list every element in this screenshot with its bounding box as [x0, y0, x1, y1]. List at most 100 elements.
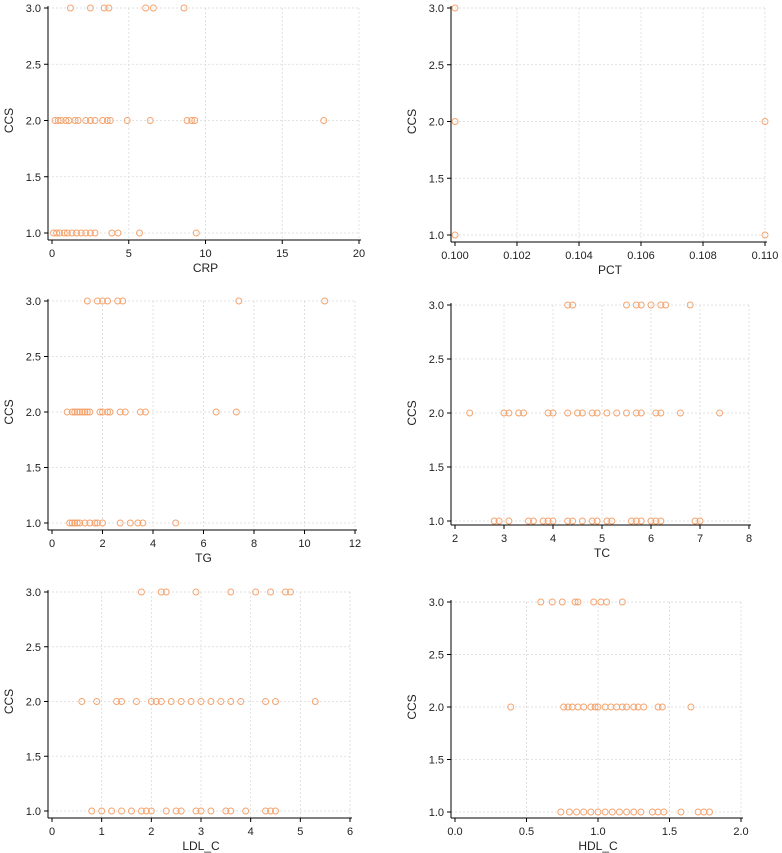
data-point [104, 297, 112, 305]
data-point [68, 519, 76, 527]
y-tick-label: 2.5 [429, 650, 444, 662]
data-point [99, 408, 106, 416]
data-point [86, 408, 94, 416]
data-point [691, 517, 699, 525]
data-point [86, 117, 94, 124]
data-point [56, 229, 64, 237]
data-point [637, 808, 645, 816]
x-tick-label: 5 [126, 248, 132, 260]
data-point [660, 808, 668, 816]
y-tick-label: 1.0 [26, 518, 41, 530]
data-point [618, 598, 626, 606]
x-tick-label: 0.100 [441, 250, 469, 262]
data-point [272, 807, 279, 815]
data-point [106, 408, 114, 416]
data-point [320, 117, 328, 124]
data-point [716, 409, 724, 417]
data-point [142, 4, 150, 12]
data-point [686, 301, 694, 309]
data-point [78, 698, 86, 705]
data-point [81, 519, 89, 527]
x-tick-label: 0.0 [447, 826, 462, 838]
data-point [588, 517, 596, 525]
data-point [630, 808, 638, 816]
y-tick-label: 1.0 [26, 806, 41, 818]
data-point [227, 588, 235, 596]
y-axis-title: CCS [2, 689, 16, 714]
data-point [242, 807, 250, 815]
x-tick-label: 4 [150, 538, 156, 550]
data-point [71, 408, 79, 416]
y-axis-title: CCS [405, 109, 419, 134]
data-point [537, 598, 545, 606]
x-tick-label: 10 [298, 538, 310, 550]
x-tick-label: 0.102 [503, 250, 531, 262]
x-tick-label: 2.0 [733, 826, 748, 838]
data-point [578, 409, 586, 417]
data-point [227, 807, 235, 815]
y-tick-label: 3.0 [429, 597, 444, 609]
data-point [82, 117, 90, 124]
data-point [177, 807, 185, 815]
data-point [761, 118, 769, 125]
data-point [548, 598, 556, 606]
data-point [632, 517, 640, 525]
y-tick-label: 2.0 [429, 117, 444, 129]
y-tick-label: 1.0 [429, 230, 444, 242]
x-tick-label: 0.104 [565, 250, 593, 262]
data-point [640, 703, 648, 711]
x-axis-title: PCT [598, 263, 623, 277]
data-point [630, 703, 638, 711]
data-point [113, 698, 121, 705]
data-point [152, 698, 160, 705]
data-point [83, 297, 91, 305]
y-tick-label: 2.5 [26, 59, 41, 71]
data-point [53, 229, 61, 237]
data-point [93, 698, 101, 705]
data-point [114, 229, 122, 237]
data-point [564, 703, 572, 711]
data-point [637, 517, 645, 525]
x-tick-label: 12 [349, 538, 361, 550]
data-point [286, 588, 294, 596]
data-point [613, 409, 621, 417]
y-tick-label: 2.5 [429, 60, 444, 72]
data-point [564, 409, 572, 417]
data-point [62, 117, 70, 124]
data-point [451, 118, 459, 125]
data-point [603, 409, 611, 417]
data-point [623, 703, 631, 711]
x-tick-label: 8 [746, 533, 752, 545]
data-point [132, 698, 140, 705]
data-point [63, 229, 71, 237]
data-point [594, 703, 602, 711]
data-point [623, 301, 630, 309]
data-point [149, 4, 157, 12]
data-point [71, 117, 79, 124]
x-tick-label: 10 [199, 248, 211, 260]
data-point [183, 117, 191, 124]
data-point [188, 117, 196, 124]
data-point [520, 409, 528, 417]
data-point [281, 588, 289, 596]
data-point [623, 409, 630, 417]
data-point [706, 808, 713, 816]
data-point [578, 517, 586, 525]
y-axis-title: CCS [405, 694, 419, 719]
x-tick-label: 1 [99, 826, 105, 838]
data-point [505, 517, 513, 525]
data-point [167, 698, 175, 705]
x-tick-label: 2 [99, 538, 105, 550]
data-point [136, 408, 144, 416]
data-point [136, 229, 143, 237]
data-point [123, 117, 131, 124]
data-point [104, 408, 112, 416]
data-point [252, 588, 260, 596]
data-point [147, 698, 155, 705]
x-tick-label: 0 [49, 538, 55, 550]
x-tick-label: 6 [648, 533, 654, 545]
data-point [466, 409, 474, 417]
data-point [116, 408, 124, 416]
data-point [580, 703, 588, 711]
data-point [192, 807, 200, 815]
